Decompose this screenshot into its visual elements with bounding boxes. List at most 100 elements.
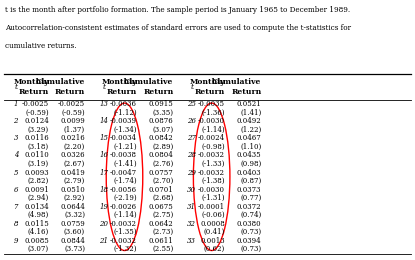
Text: Monthly
Return: Monthly Return bbox=[13, 79, 49, 96]
Text: (2.92): (2.92) bbox=[64, 194, 85, 202]
Text: (3.29): (3.29) bbox=[28, 126, 49, 134]
Text: (2.79): (2.79) bbox=[64, 177, 85, 185]
Text: -0.0038: -0.0038 bbox=[110, 152, 137, 159]
Text: 0.0642: 0.0642 bbox=[149, 220, 173, 228]
Text: (-1.34): (-1.34) bbox=[113, 126, 137, 134]
Text: (4.98): (4.98) bbox=[28, 211, 49, 219]
Text: (0.74): (0.74) bbox=[240, 211, 261, 219]
Text: (1.10): (1.10) bbox=[240, 143, 261, 151]
Text: 0.0085: 0.0085 bbox=[24, 237, 49, 245]
Text: 0.0093: 0.0093 bbox=[24, 168, 49, 177]
Text: (2.82): (2.82) bbox=[28, 177, 49, 185]
Text: -0.0056: -0.0056 bbox=[110, 186, 137, 194]
Text: 19: 19 bbox=[99, 203, 108, 211]
Text: 8: 8 bbox=[14, 220, 18, 228]
Text: (-1.14): (-1.14) bbox=[201, 126, 225, 134]
Text: (2.55): (2.55) bbox=[152, 245, 173, 253]
Text: 0.0403: 0.0403 bbox=[237, 168, 261, 177]
Text: 4: 4 bbox=[14, 152, 18, 159]
Text: -0.0032: -0.0032 bbox=[198, 152, 225, 159]
Text: -0.0032: -0.0032 bbox=[198, 168, 225, 177]
Text: (-1.14): (-1.14) bbox=[113, 211, 137, 219]
Text: (-1.31): (-1.31) bbox=[201, 194, 225, 202]
Text: -0.0025: -0.0025 bbox=[58, 100, 85, 108]
Text: 17: 17 bbox=[99, 168, 108, 177]
Text: (3.35): (3.35) bbox=[152, 109, 173, 117]
Text: -0.0001: -0.0001 bbox=[198, 203, 225, 211]
Text: (4.16): (4.16) bbox=[28, 228, 49, 236]
Text: (3.18): (3.18) bbox=[28, 143, 49, 151]
Text: (1.37): (1.37) bbox=[64, 126, 85, 134]
Text: 30: 30 bbox=[187, 186, 196, 194]
Text: 26: 26 bbox=[187, 118, 196, 125]
Text: 0.0675: 0.0675 bbox=[149, 203, 173, 211]
Text: -0.0036: -0.0036 bbox=[110, 100, 137, 108]
Text: (-1.32): (-1.32) bbox=[113, 245, 137, 253]
Text: 0.0124: 0.0124 bbox=[24, 118, 49, 125]
Text: (-1.74): (-1.74) bbox=[113, 177, 137, 185]
Text: (-1.33): (-1.33) bbox=[202, 160, 225, 168]
Text: 20: 20 bbox=[99, 220, 108, 228]
Text: 32: 32 bbox=[187, 220, 196, 228]
Text: 15: 15 bbox=[99, 134, 108, 142]
Text: t: t bbox=[190, 83, 193, 91]
Text: (-0.59): (-0.59) bbox=[25, 109, 49, 117]
Text: (0.73): (0.73) bbox=[240, 228, 261, 236]
Text: (3.07): (3.07) bbox=[152, 126, 173, 134]
Text: (-0.59): (-0.59) bbox=[61, 109, 85, 117]
Text: (2.20): (2.20) bbox=[64, 143, 85, 151]
Text: 0.0380: 0.0380 bbox=[237, 220, 261, 228]
Text: 18: 18 bbox=[99, 186, 108, 194]
Text: 9: 9 bbox=[14, 237, 18, 245]
Text: 2: 2 bbox=[14, 118, 18, 125]
Text: 3: 3 bbox=[14, 134, 18, 142]
Text: 0.0216: 0.0216 bbox=[60, 134, 85, 142]
Text: 14: 14 bbox=[99, 118, 108, 125]
Text: Cumulative
Return: Cumulative Return bbox=[212, 79, 261, 96]
Text: 25: 25 bbox=[187, 100, 196, 108]
Text: (2.89): (2.89) bbox=[152, 143, 173, 151]
Text: (2.73): (2.73) bbox=[152, 228, 173, 236]
Text: 0.0510: 0.0510 bbox=[60, 186, 85, 194]
Text: 29: 29 bbox=[187, 168, 196, 177]
Text: 0.0116: 0.0116 bbox=[24, 134, 49, 142]
Text: cumulative returns.: cumulative returns. bbox=[5, 42, 76, 50]
Text: (0.41): (0.41) bbox=[204, 228, 225, 236]
Text: -0.0026: -0.0026 bbox=[110, 203, 137, 211]
Text: 0.0915: 0.0915 bbox=[149, 100, 173, 108]
Text: Autocorrelation-consistent estimates of standard errors are used to compute the : Autocorrelation-consistent estimates of … bbox=[5, 24, 351, 32]
Text: 31: 31 bbox=[187, 203, 196, 211]
Text: t is the month after portfolio formation. The sample period is January 1965 to D: t is the month after portfolio formation… bbox=[5, 6, 350, 15]
Text: 0.0008: 0.0008 bbox=[200, 220, 225, 228]
Text: (-1.21): (-1.21) bbox=[113, 143, 137, 151]
Text: (2.76): (2.76) bbox=[152, 160, 173, 168]
Text: 0.0091: 0.0091 bbox=[24, 186, 49, 194]
Text: 21: 21 bbox=[99, 237, 108, 245]
Text: 33: 33 bbox=[187, 237, 196, 245]
Text: (2.68): (2.68) bbox=[152, 194, 173, 202]
Text: (1.22): (1.22) bbox=[240, 126, 261, 134]
Text: -0.0032: -0.0032 bbox=[110, 237, 137, 245]
Text: Monthly
Return: Monthly Return bbox=[101, 79, 137, 96]
Text: 0.0644: 0.0644 bbox=[60, 203, 85, 211]
Text: -0.0030: -0.0030 bbox=[198, 118, 225, 125]
Text: 27: 27 bbox=[187, 134, 196, 142]
Text: (3.32): (3.32) bbox=[64, 211, 85, 219]
Text: 0.0134: 0.0134 bbox=[24, 203, 49, 211]
Text: 0.0521: 0.0521 bbox=[237, 100, 261, 108]
Text: 0.0492: 0.0492 bbox=[237, 118, 261, 125]
Text: 0.0842: 0.0842 bbox=[149, 134, 173, 142]
Text: (-0.06): (-0.06) bbox=[201, 211, 225, 219]
Text: 1: 1 bbox=[14, 100, 18, 108]
Text: 0.0394: 0.0394 bbox=[237, 237, 261, 245]
Text: (3.19): (3.19) bbox=[28, 160, 49, 168]
Text: 0.0757: 0.0757 bbox=[149, 168, 173, 177]
Text: (-2.19): (-2.19) bbox=[113, 194, 137, 202]
Text: (1.41): (1.41) bbox=[240, 109, 261, 117]
Text: 7: 7 bbox=[14, 203, 18, 211]
Text: -0.0039: -0.0039 bbox=[110, 118, 137, 125]
Text: 0.0326: 0.0326 bbox=[61, 152, 85, 159]
Text: (-1.38): (-1.38) bbox=[201, 177, 225, 185]
Text: (2.67): (2.67) bbox=[64, 160, 85, 168]
Text: 0.0099: 0.0099 bbox=[60, 118, 85, 125]
